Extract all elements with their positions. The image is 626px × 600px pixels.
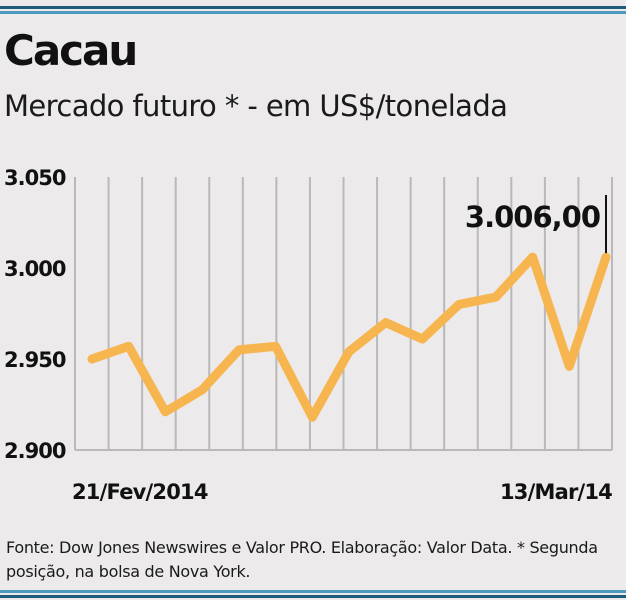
data-point xyxy=(348,350,350,353)
data-point xyxy=(311,416,314,419)
data-point xyxy=(568,365,571,368)
top-accent-rule-dark xyxy=(0,6,626,9)
annotation-value-label: 3.006,00 xyxy=(465,200,600,234)
data-point xyxy=(164,410,167,413)
data-point xyxy=(421,337,424,340)
data-point xyxy=(494,296,497,299)
data-point xyxy=(458,303,461,306)
x-axis-tick-labels: 21/Fev/2014 13/Mar/14 xyxy=(72,480,613,504)
top-accent-rule-light xyxy=(0,11,626,14)
bottom-accent-rule-light xyxy=(0,590,626,593)
source-note: Fonte: Dow Jones Newswires e Valor PRO. … xyxy=(6,538,598,581)
y-tick-label: 3.000 xyxy=(4,257,66,281)
y-tick-label: 3.050 xyxy=(4,166,66,190)
data-point xyxy=(274,345,277,348)
data-point xyxy=(201,388,204,391)
chart-title: Cacau xyxy=(4,26,138,75)
y-tick-label: 2.900 xyxy=(4,439,66,463)
chart-grid xyxy=(74,177,613,450)
x-tick-label-first: 21/Fev/2014 xyxy=(72,480,208,504)
data-point xyxy=(237,348,240,351)
chart-subtitle: Mercado futuro * - em US$/tonelada xyxy=(4,89,508,123)
data-point xyxy=(384,321,387,324)
bottom-accent-rule-dark xyxy=(0,595,626,598)
data-point xyxy=(531,256,534,259)
y-axis-tick-labels: 3.050 3.000 2.950 2.900 xyxy=(4,166,67,463)
data-point xyxy=(605,256,607,259)
series-layer xyxy=(87,252,611,422)
x-tick-label-last: 13/Mar/14 xyxy=(500,480,612,504)
line-chart: 3.050 3.000 2.950 2.900 3.006,00 21/Fev/201… xyxy=(4,166,613,504)
series-line xyxy=(87,252,611,422)
data-point xyxy=(127,345,130,348)
y-tick-label: 2.950 xyxy=(4,348,66,372)
annotation-layer: 3.006,00 xyxy=(465,195,607,254)
data-point xyxy=(91,358,93,360)
